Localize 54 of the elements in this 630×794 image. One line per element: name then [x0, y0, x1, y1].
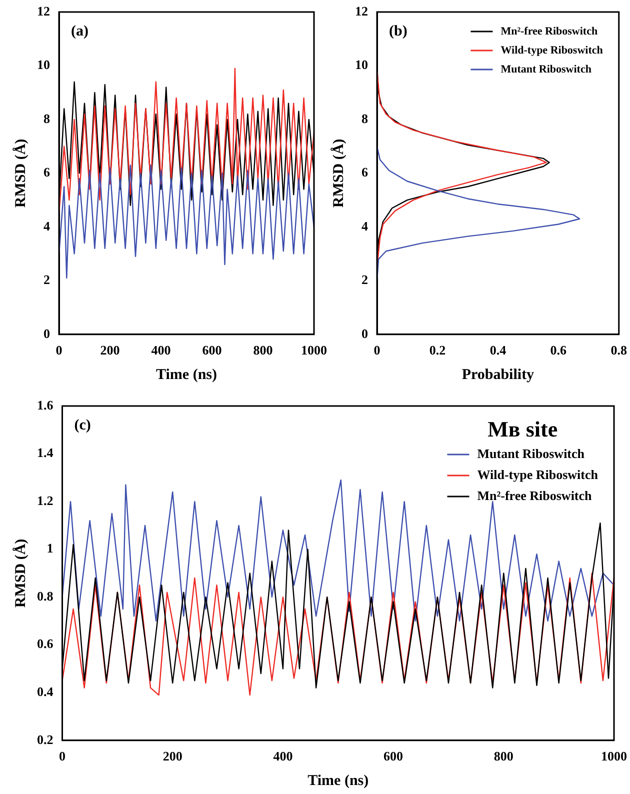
legend-label: Mutant Riboswitch — [477, 446, 586, 461]
y-tick-label: 6 — [44, 164, 50, 180]
y-axis-title: RMSD (Å) — [330, 138, 347, 208]
y-tick-label: 1.6 — [37, 397, 54, 412]
y-tick-label: 2 — [362, 272, 368, 288]
legend-title: Mʙ site — [488, 416, 558, 442]
y-tick-label: 0.6 — [37, 636, 54, 652]
y-tick-label: 12 — [355, 3, 368, 18]
legend-label: Mn²-free Riboswitch — [477, 488, 593, 503]
y-tick-label: 1.2 — [37, 492, 54, 508]
y-tick-label: 1.4 — [37, 445, 54, 460]
x-tick-label: 200 — [162, 748, 182, 764]
x-tick-label: 0.4 — [490, 342, 507, 358]
x-tick-label: 0.2 — [429, 342, 446, 358]
y-tick-label: 0 — [362, 326, 368, 341]
annotation: (a) — [71, 23, 88, 40]
x-tick-label: 1000 — [301, 342, 327, 358]
legend-label: Mutant Riboswitch — [500, 63, 592, 76]
x-tick-label: 0 — [59, 748, 66, 764]
y-tick-label: 10 — [355, 57, 368, 72]
y-axis-title: RMSD (Å) — [12, 138, 29, 208]
x-tick-label: 0 — [374, 342, 380, 358]
x-tick-label: 800 — [253, 342, 273, 358]
y-tick-label: 0.4 — [37, 684, 54, 699]
annotation: (b) — [389, 23, 408, 40]
x-tick-label: 0.8 — [610, 342, 628, 358]
y-tick-label: 6 — [362, 164, 368, 180]
y-axis-title: RMSD (Å) — [12, 538, 29, 608]
x-tick-label: 400 — [273, 748, 293, 764]
y-tick-label: 4 — [44, 218, 50, 234]
annotation: (c) — [74, 417, 91, 434]
y-tick-label: 8 — [44, 110, 50, 126]
x-axis-title: Time (ns) — [156, 366, 217, 383]
x-tick-label: 600 — [384, 748, 404, 764]
legend-label: Wild-type Riboswitch — [477, 466, 599, 482]
legend-label: Mn²-free Riboswitch — [500, 25, 598, 38]
y-tick-label: 2 — [44, 272, 50, 288]
legend-label: Wild-type Riboswitch — [500, 44, 603, 56]
x-axis-title: Time (ns) — [308, 772, 369, 789]
x-tick-label: 400 — [151, 342, 171, 358]
y-tick-label: 10 — [37, 57, 50, 72]
y-tick-label: 0.8 — [37, 588, 54, 604]
y-tick-label: 12 — [37, 3, 50, 18]
x-tick-label: 0.6 — [550, 342, 568, 358]
y-tick-label: 0 — [44, 326, 50, 341]
x-tick-label: 800 — [494, 748, 514, 764]
x-tick-label: 200 — [100, 342, 120, 358]
y-tick-label: 8 — [362, 110, 368, 126]
y-tick-label: 0.2 — [37, 732, 54, 747]
x-tick-label: 600 — [202, 342, 222, 358]
x-tick-label: 1000 — [601, 748, 627, 764]
y-tick-label: 4 — [362, 218, 368, 234]
x-axis-title: Probability — [462, 366, 535, 383]
y-tick-label: 1 — [46, 540, 54, 556]
